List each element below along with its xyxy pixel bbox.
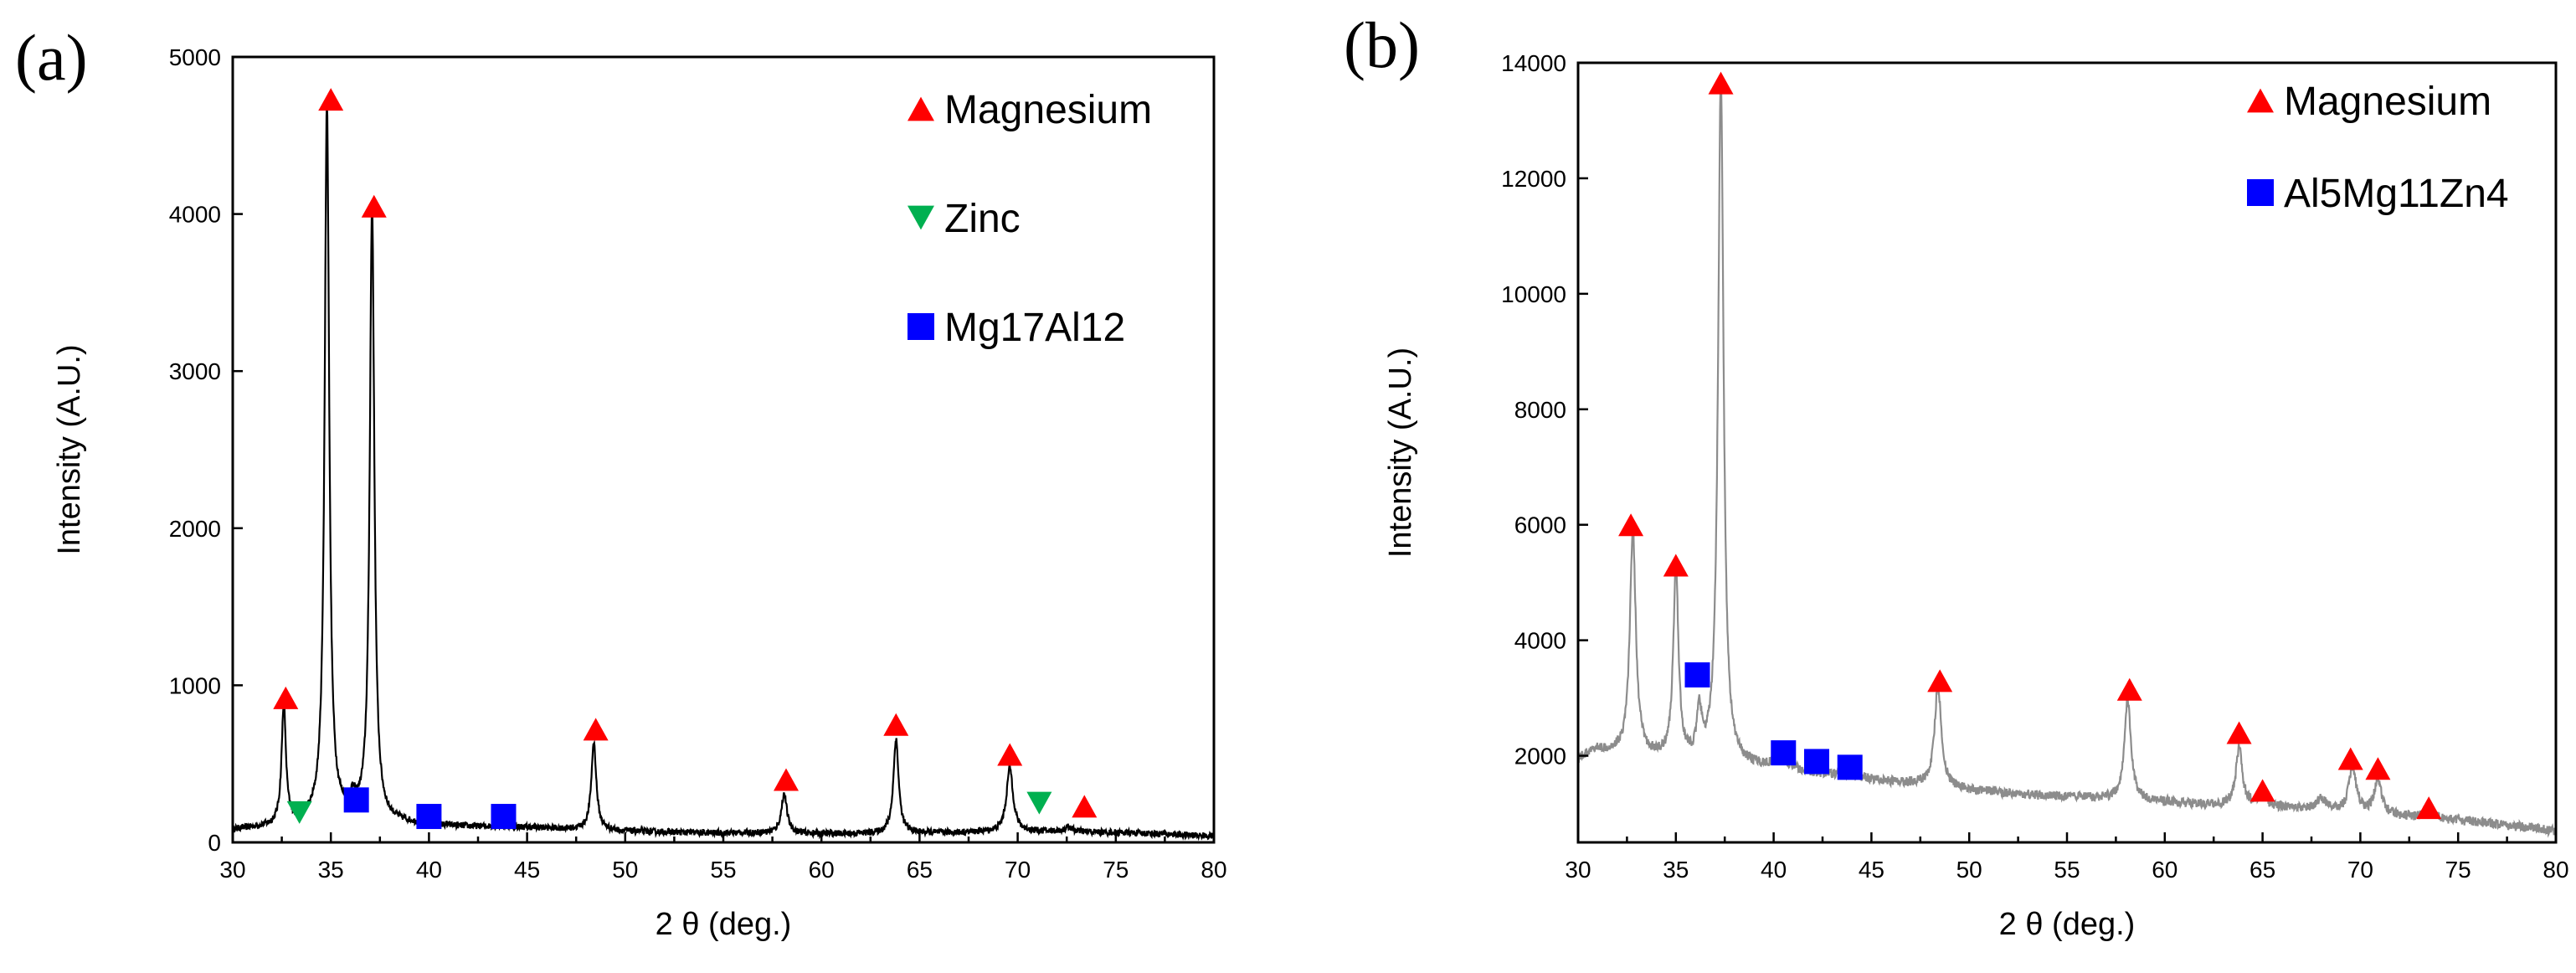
peak-marker-zinc: [286, 801, 312, 824]
peak-marker-magnesium: [273, 686, 299, 709]
legend-label: Al5Mg11Zn4: [2284, 172, 2509, 216]
y-tick-label: 2000: [169, 516, 221, 542]
peak-marker-mg17al12: [491, 804, 517, 830]
panel-label: (a): [15, 21, 88, 94]
spectrum-line: [1576, 75, 2558, 838]
legend-symbol-al5mg11zn4: [2247, 179, 2274, 206]
peak-marker-magnesium: [1663, 553, 1689, 577]
x-axis-title: 2 θ (deg.): [656, 907, 792, 942]
peak-marker-zinc: [1026, 791, 1052, 815]
peak-marker-al5mg11zn4: [1803, 749, 1829, 775]
y-tick-label: 4000: [1514, 628, 1566, 654]
x-tick-label: 80: [2543, 857, 2568, 883]
y-tick-label: 0: [208, 830, 221, 856]
x-tick-label: 75: [1103, 857, 1129, 883]
peak-marker-magnesium: [997, 743, 1023, 766]
x-tick-label: 55: [2054, 857, 2080, 883]
legend-label: Mg17Al12: [944, 306, 1125, 350]
x-tick-label: 60: [2152, 857, 2178, 883]
x-tick-label: 50: [1956, 857, 1982, 883]
peak-marker-magnesium: [2365, 757, 2391, 780]
peak-marker-magnesium: [1927, 669, 1953, 692]
peak-marker-magnesium: [1072, 795, 1098, 818]
y-tick-label: 3000: [169, 358, 221, 384]
peak-marker-magnesium: [883, 713, 909, 736]
y-tick-label: 10000: [1501, 281, 1566, 307]
peak-marker-al5mg11zn4: [1837, 754, 1863, 780]
legend-symbol-magnesium: [2247, 88, 2274, 113]
y-tick-label: 14000: [1501, 50, 1566, 76]
x-tick-label: 35: [318, 857, 344, 883]
x-tick-label: 70: [1005, 857, 1031, 883]
peak-marker-magnesium: [1618, 513, 1644, 537]
legend-label: Magnesium: [2284, 80, 2491, 124]
x-tick-label: 30: [1565, 857, 1591, 883]
x-tick-label: 50: [612, 857, 638, 883]
x-tick-label: 70: [2347, 857, 2373, 883]
peak-marker-magnesium: [318, 88, 344, 111]
peak-marker-mg17al12: [343, 787, 369, 813]
peak-marker-magnesium: [2250, 779, 2275, 802]
y-tick-label: 6000: [1514, 512, 1566, 538]
y-tick-label: 12000: [1501, 166, 1566, 192]
y-tick-label: 2000: [1514, 744, 1566, 770]
peak-marker-mg17al12: [416, 804, 442, 830]
peak-marker-magnesium: [2226, 721, 2252, 744]
x-tick-label: 60: [809, 857, 835, 883]
peak-marker-al5mg11zn4: [1684, 662, 1710, 688]
x-tick-label: 30: [219, 857, 245, 883]
peak-marker-magnesium: [2416, 796, 2442, 820]
plot-frame: [231, 55, 1216, 844]
legend-label: Magnesium: [944, 88, 1152, 132]
y-tick-label: 5000: [169, 44, 221, 70]
legend-symbol-mg17al12: [908, 313, 934, 340]
peak-marker-magnesium: [583, 718, 609, 741]
peak-marker-magnesium: [2116, 677, 2142, 701]
legend-symbol-magnesium: [908, 96, 934, 121]
peak-marker-magnesium: [1708, 71, 1734, 95]
peak-marker-al5mg11zn4: [1771, 740, 1797, 766]
xrd-panel-b: (b) 30 35 40 45 50 55 60 65 70 75 80 2000 4000 6000 80…: [1344, 8, 2569, 942]
x-tick-label: 45: [1859, 857, 1884, 883]
y-axis-title: Intensity (A.U.): [52, 344, 87, 554]
peak-marker-magnesium: [361, 194, 387, 218]
x-tick-label: 80: [1201, 857, 1226, 883]
peak-marker-magnesium: [2337, 747, 2363, 770]
y-tick-label: 1000: [169, 672, 221, 698]
legend-symbol-zinc: [908, 205, 934, 230]
x-tick-label: 35: [1663, 857, 1689, 883]
legend-label: Zinc: [944, 197, 1021, 241]
x-tick-label: 75: [2445, 857, 2471, 883]
x-tick-label: 40: [1761, 857, 1787, 883]
xrd-panel-a: (a) 30 35 40 45 50 55 60 65 70 75 80 0 1000 2000 3000 4…: [15, 21, 1227, 942]
y-tick-label: 4000: [169, 202, 221, 228]
x-tick-label: 40: [416, 857, 442, 883]
x-tick-label: 45: [514, 857, 540, 883]
y-axis-title: Intensity (A.U.): [1383, 348, 1418, 558]
x-tick-label: 55: [710, 857, 736, 883]
x-tick-label: 65: [2250, 857, 2275, 883]
x-tick-label: 65: [907, 857, 933, 883]
peak-marker-magnesium: [774, 768, 800, 791]
y-tick-label: 8000: [1514, 397, 1566, 423]
panel-label: (b): [1344, 8, 1420, 81]
x-axis-title: 2 θ (deg.): [1999, 907, 2136, 942]
